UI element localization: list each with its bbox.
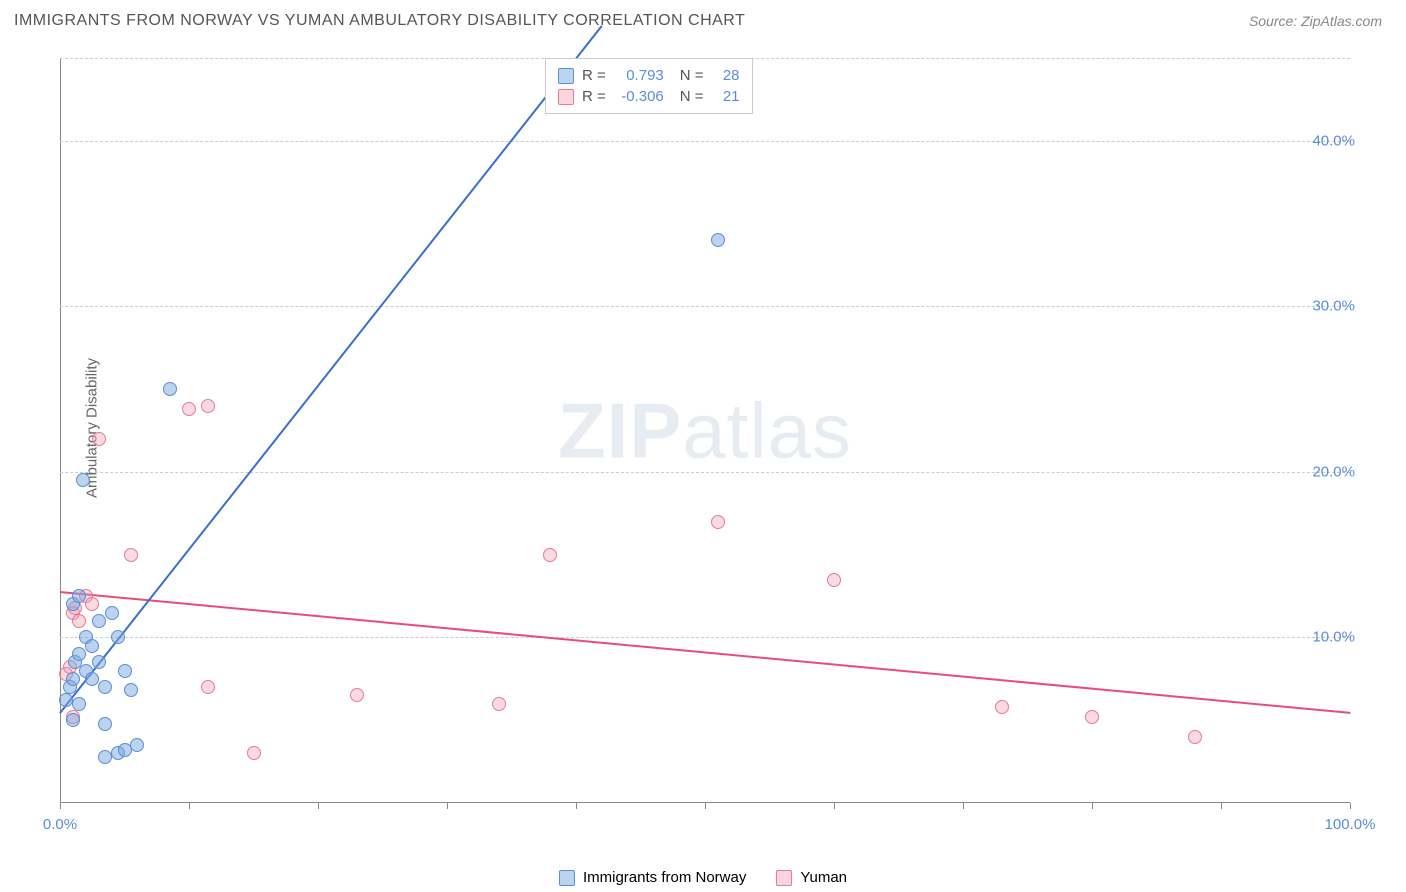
data-point-blue	[163, 382, 177, 396]
x-tick	[576, 803, 577, 809]
data-point-blue	[72, 697, 86, 711]
grid-line	[60, 637, 1350, 638]
plot-area: ZIPatlas 10.0%20.0%30.0%40.0%0.0%100.0%	[60, 58, 1350, 803]
grid-line	[60, 141, 1350, 142]
data-point-blue	[124, 683, 138, 697]
n-value-pink: 21	[712, 88, 740, 105]
grid-line	[60, 306, 1350, 307]
series-legend: Immigrants from Norway Yuman	[559, 869, 847, 886]
x-tick	[705, 803, 706, 809]
chart-header: IMMIGRANTS FROM NORWAY VS YUMAN AMBULATO…	[0, 0, 1406, 38]
chart-container: Ambulatory Disability ZIPatlas 10.0%20.0…	[50, 48, 1370, 808]
x-tick	[963, 803, 964, 809]
x-tick-label: 0.0%	[43, 816, 77, 833]
data-point-pink	[1188, 730, 1202, 744]
y-tick-label: 20.0%	[1312, 463, 1355, 480]
n-label-2: N =	[680, 88, 704, 105]
data-point-blue	[118, 664, 132, 678]
trend-line-pink	[60, 591, 1350, 714]
data-point-blue	[76, 473, 90, 487]
x-tick	[447, 803, 448, 809]
x-tick	[318, 803, 319, 809]
data-point-pink	[201, 399, 215, 413]
x-tick-label: 100.0%	[1325, 816, 1376, 833]
data-point-blue	[98, 717, 112, 731]
legend-item-pink: Yuman	[776, 869, 847, 886]
data-point-blue	[98, 680, 112, 694]
r-label-2: R =	[582, 88, 606, 105]
data-point-pink	[350, 688, 364, 702]
data-point-pink	[72, 614, 86, 628]
y-tick-label: 10.0%	[1312, 629, 1355, 646]
grid-line	[60, 472, 1350, 473]
x-tick	[1350, 803, 1351, 809]
data-point-blue	[72, 589, 86, 603]
swatch-blue-icon	[558, 68, 574, 84]
data-point-pink	[1085, 710, 1099, 724]
x-tick	[834, 803, 835, 809]
x-tick	[1092, 803, 1093, 809]
data-point-blue	[85, 639, 99, 653]
x-tick	[1221, 803, 1222, 809]
watermark-light: atlas	[682, 386, 852, 474]
y-axis-line	[60, 58, 61, 803]
source-attribution: Source: ZipAtlas.com	[1249, 13, 1382, 29]
data-point-blue	[118, 743, 132, 757]
x-tick	[60, 803, 61, 809]
data-point-pink	[543, 548, 557, 562]
data-point-blue	[92, 614, 106, 628]
data-point-pink	[995, 700, 1009, 714]
data-point-pink	[711, 515, 725, 529]
legend-swatch-blue-icon	[559, 870, 575, 886]
watermark-bold: ZIP	[558, 386, 682, 474]
legend-label-blue: Immigrants from Norway	[583, 869, 746, 886]
swatch-pink-icon	[558, 89, 574, 105]
n-value-blue: 28	[712, 67, 740, 84]
y-tick-label: 40.0%	[1312, 132, 1355, 149]
stats-row-pink: R = -0.306 N = 21	[558, 86, 740, 107]
data-point-pink	[201, 680, 215, 694]
legend-swatch-pink-icon	[776, 870, 792, 886]
x-tick	[189, 803, 190, 809]
trend-line-blue	[59, 25, 602, 713]
y-tick-label: 30.0%	[1312, 298, 1355, 315]
r-label: R =	[582, 67, 606, 84]
data-point-blue	[711, 233, 725, 247]
data-point-pink	[85, 597, 99, 611]
r-value-blue: 0.793	[614, 67, 664, 84]
data-point-blue	[130, 738, 144, 752]
legend-item-blue: Immigrants from Norway	[559, 869, 746, 886]
data-point-pink	[92, 432, 106, 446]
data-point-pink	[827, 573, 841, 587]
data-point-blue	[85, 672, 99, 686]
data-point-blue	[59, 693, 73, 707]
watermark-text: ZIPatlas	[558, 385, 852, 476]
chart-title: IMMIGRANTS FROM NORWAY VS YUMAN AMBULATO…	[14, 12, 745, 30]
stats-legend: R = 0.793 N = 28 R = -0.306 N = 21	[545, 58, 753, 114]
data-point-blue	[98, 750, 112, 764]
data-point-blue	[105, 606, 119, 620]
r-value-pink: -0.306	[614, 88, 664, 105]
data-point-blue	[72, 647, 86, 661]
data-point-pink	[247, 746, 261, 760]
data-point-pink	[182, 402, 196, 416]
data-point-pink	[124, 548, 138, 562]
data-point-blue	[111, 630, 125, 644]
stats-row-blue: R = 0.793 N = 28	[558, 65, 740, 86]
data-point-blue	[92, 655, 106, 669]
legend-label-pink: Yuman	[800, 869, 847, 886]
data-point-blue	[66, 672, 80, 686]
data-point-blue	[66, 713, 80, 727]
n-label: N =	[680, 67, 704, 84]
data-point-pink	[492, 697, 506, 711]
